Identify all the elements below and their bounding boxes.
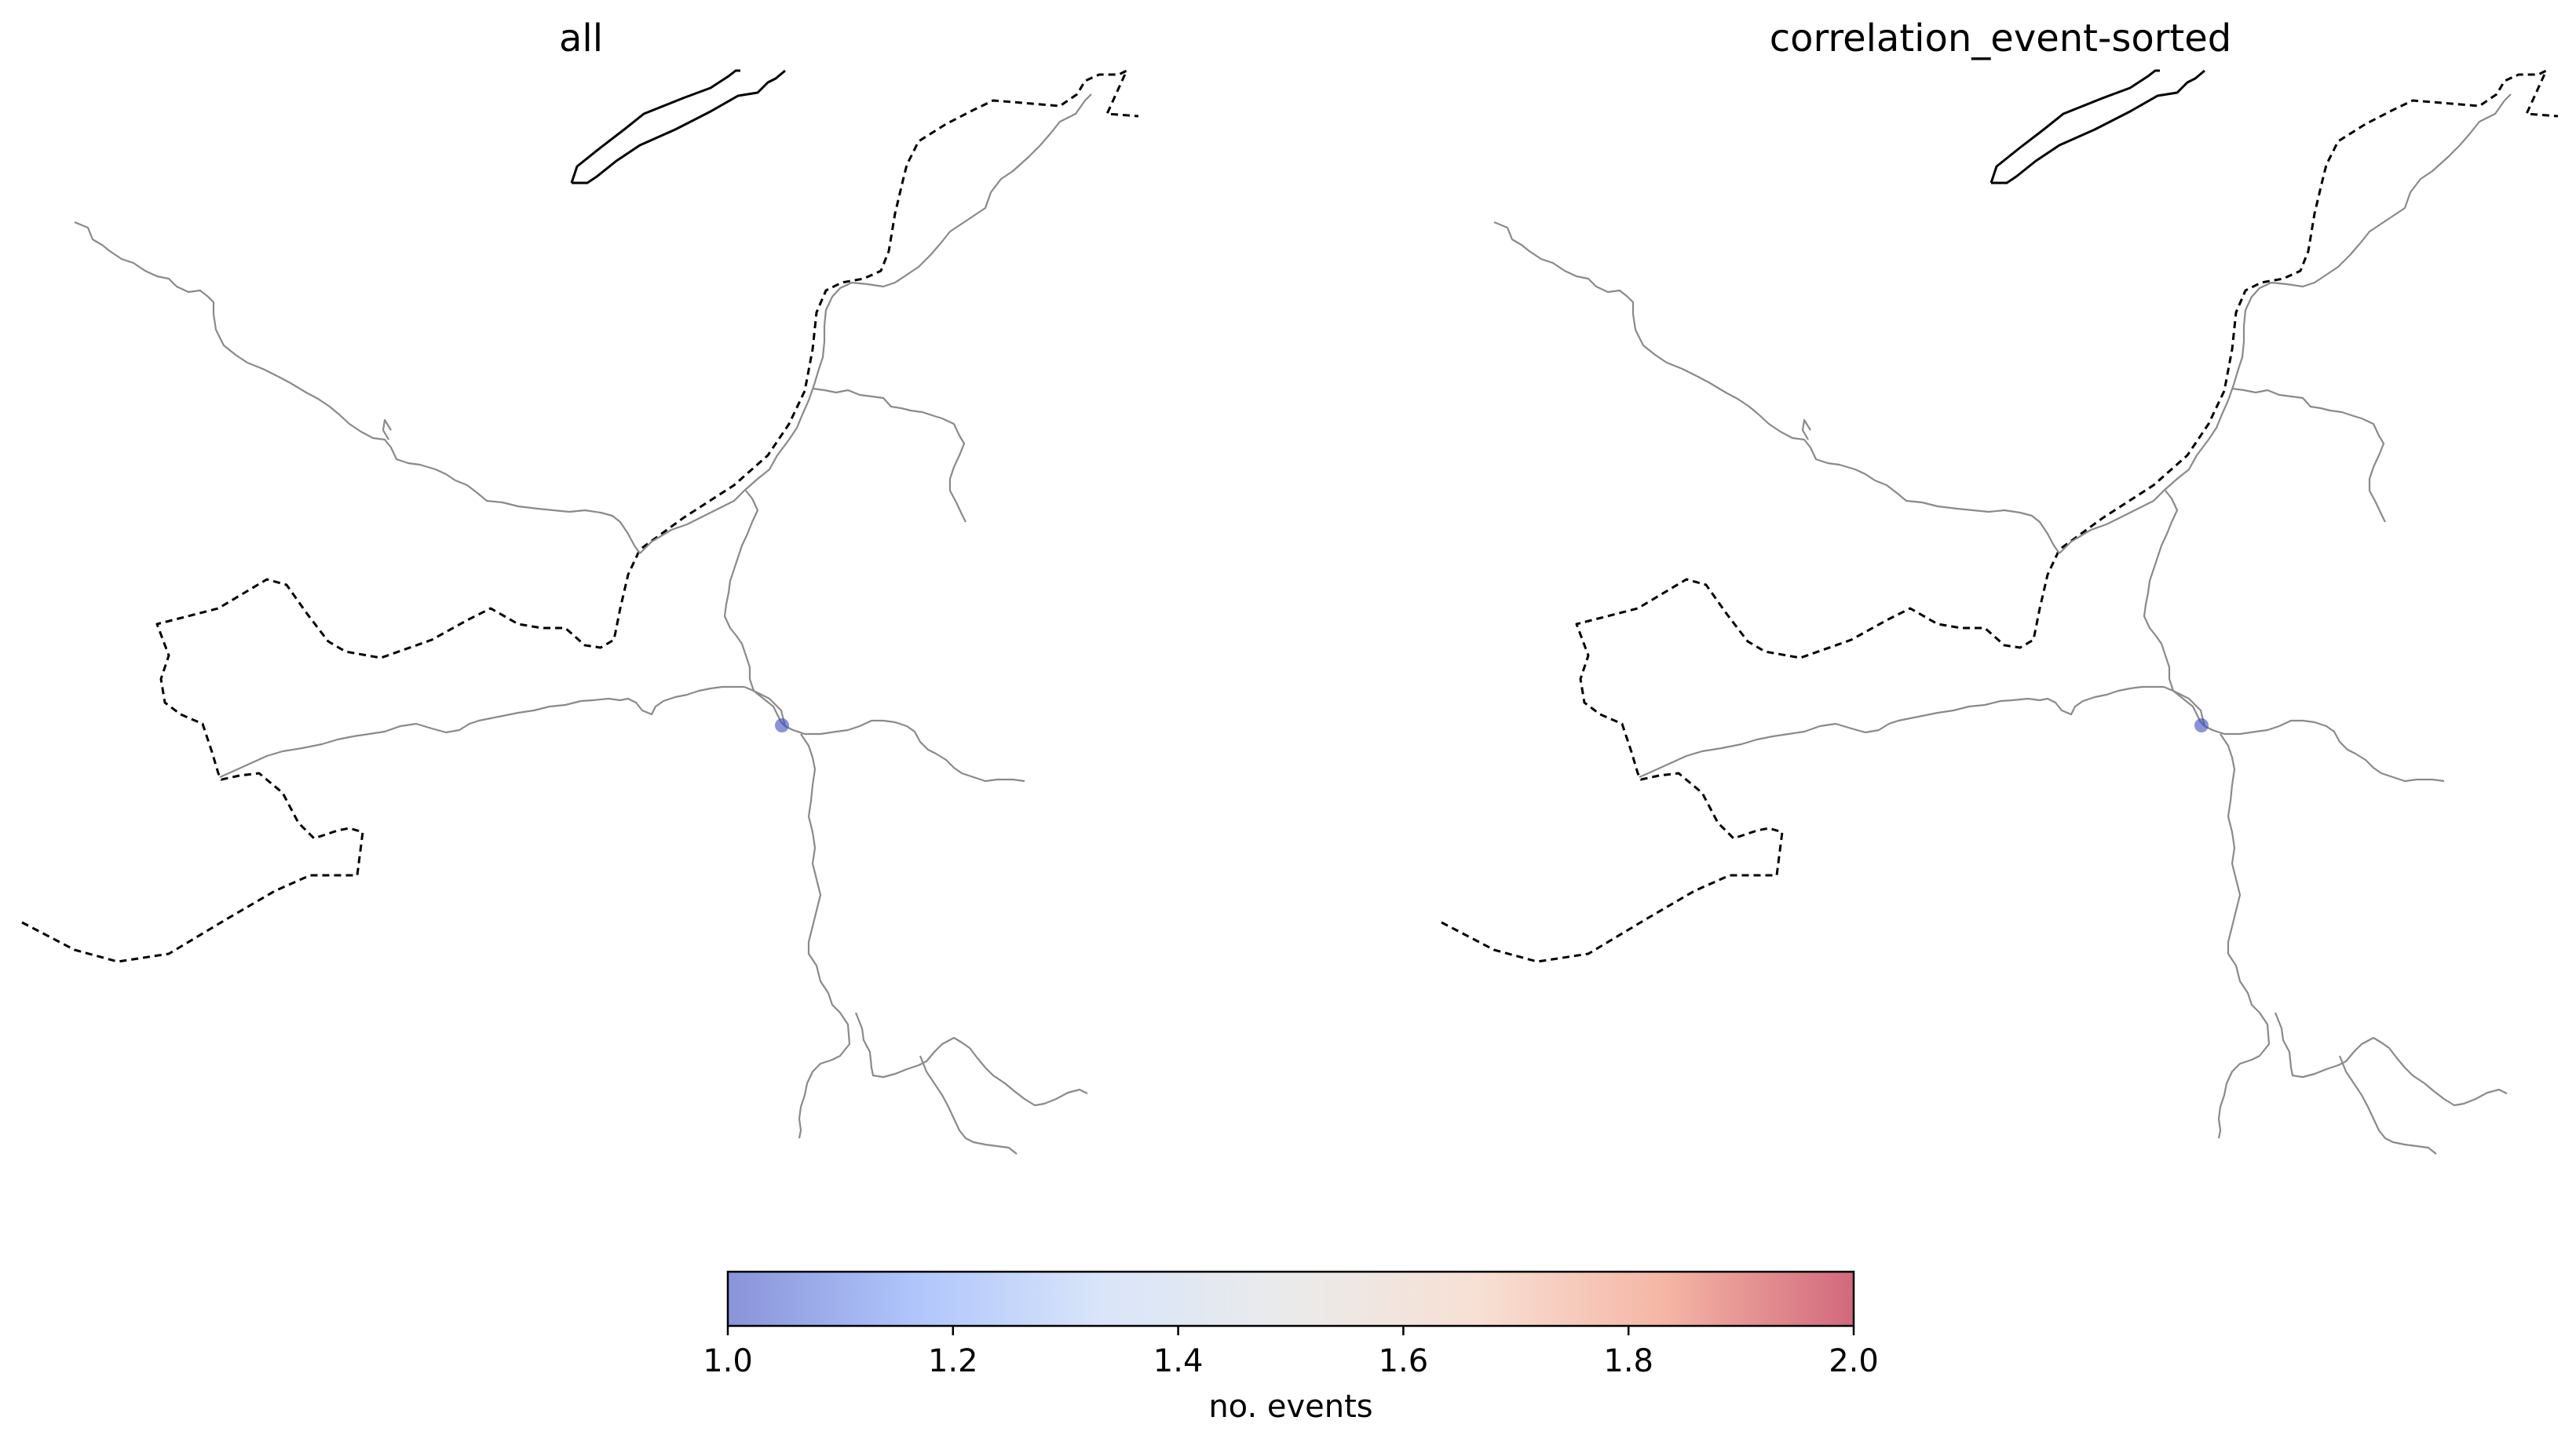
colorbar: 1.0 1.2 1.4 1.6 1.8 2.0 no. events: [703, 1270, 1879, 1425]
event-point[interactable]: [775, 718, 789, 732]
panel-title: correlation_event-sorted: [1770, 16, 2232, 60]
colorbar-label: no. events: [1208, 1389, 1372, 1425]
panel-title: all: [559, 16, 603, 60]
colorbar-tick-label: 1.2: [928, 1343, 978, 1379]
colorbar-tick-label: 1.8: [1603, 1343, 1653, 1379]
map-panel-all: all: [20, 16, 1140, 1156]
colorbar-tick-label: 1.0: [703, 1343, 753, 1379]
map-geometry: [20, 69, 1140, 1156]
colorbar-tick-label: 1.4: [1153, 1343, 1204, 1379]
colorbar-ticks: 1.0 1.2 1.4 1.6 1.8 2.0: [703, 1326, 1879, 1379]
colorbar-frame: [726, 1270, 1855, 1327]
colorbar-gradient: [728, 1272, 1854, 1326]
event-point[interactable]: [2194, 718, 2209, 732]
map-geometry: [1440, 69, 2560, 1156]
map-panel-correlation: correlation_event-sorted: [1440, 16, 2560, 1156]
colorbar-tick-label: 2.0: [1829, 1343, 1879, 1379]
colorbar-tick-label: 1.6: [1379, 1343, 1429, 1379]
